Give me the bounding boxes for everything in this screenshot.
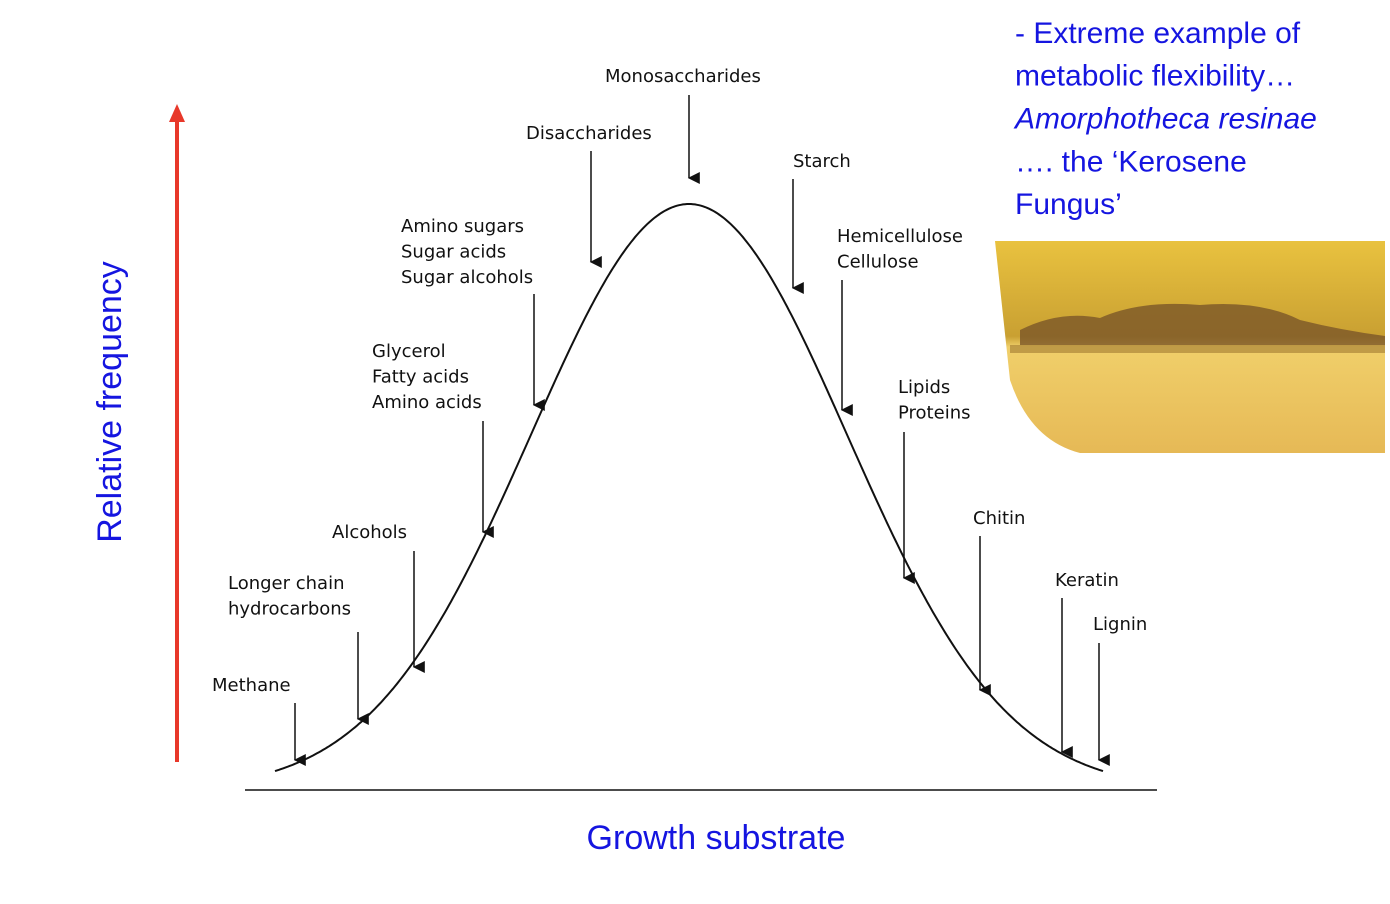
y-arrow-head: [169, 104, 185, 122]
substrate-label: Cellulose: [837, 252, 919, 273]
substrate-label: hydrocarbons: [228, 599, 351, 620]
substrate-label: Sugar alcohols: [401, 267, 533, 288]
substrate-label: Chitin: [973, 508, 1025, 529]
substrate-label: Keratin: [1055, 570, 1119, 591]
note-line: - Extreme example of: [1015, 17, 1301, 50]
substrate-label: Sugar acids: [401, 242, 506, 263]
substrate-label: Longer chain: [228, 573, 345, 594]
y-axis-label: Relative frequency: [91, 261, 129, 543]
substrate-label: Glycerol: [372, 341, 446, 362]
substrate-label: Hemicellulose: [837, 226, 963, 247]
substrate-label: Proteins: [898, 403, 970, 424]
note-line: Amorphotheca resinae: [1013, 103, 1317, 136]
substrate-label: Starch: [793, 151, 851, 172]
note-line: …. the ‘Kerosene: [1015, 145, 1247, 178]
substrate-label: Lignin: [1093, 614, 1147, 635]
substrate-label: Lipids: [898, 377, 950, 398]
substrate-label: Methane: [212, 675, 291, 696]
note-line: Fungus’: [1015, 188, 1122, 221]
substrate-label: Alcohols: [332, 522, 407, 543]
substrate-label: Amino sugars: [401, 216, 524, 237]
substrate-label: Fatty acids: [372, 367, 469, 388]
x-axis-label: Growth substrate: [587, 819, 846, 857]
substrate-label: Disaccharides: [526, 123, 652, 144]
substrate-label: Monosaccharides: [605, 66, 761, 87]
substrate-label: Amino acids: [372, 392, 482, 413]
photo: [995, 241, 1385, 453]
note-line: metabolic flexibility…: [1015, 60, 1295, 93]
